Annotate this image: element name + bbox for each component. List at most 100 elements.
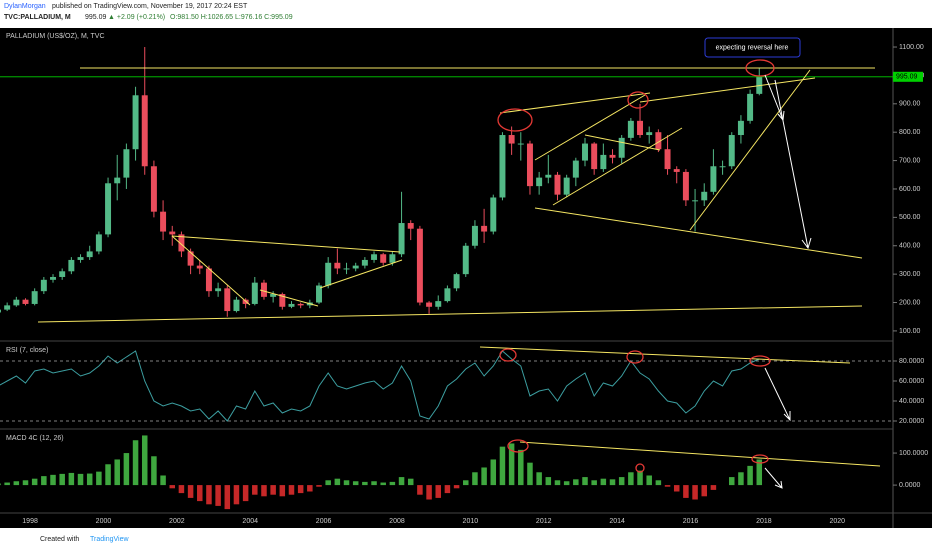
candle-body xyxy=(618,137,625,158)
candle-body xyxy=(105,183,112,235)
macd-bar xyxy=(545,477,552,486)
macd-bar xyxy=(316,485,322,487)
panel-title: MACD 4C (12, 26) xyxy=(6,435,64,442)
macd-bar xyxy=(453,485,460,489)
candle-body xyxy=(288,303,295,307)
macd-bar xyxy=(22,480,29,486)
candle-body xyxy=(627,120,634,138)
candle-body xyxy=(545,174,552,178)
candle-body xyxy=(435,301,442,307)
quote: 995.09 xyxy=(85,14,107,21)
candle-body xyxy=(215,288,222,292)
symbol: TVC:PALLADIUM, M xyxy=(4,14,71,21)
candle-body xyxy=(655,132,662,150)
x-tick-label: 2020 xyxy=(829,518,845,525)
x-tick-label: 2014 xyxy=(609,518,625,525)
macd-bar xyxy=(59,473,65,486)
candle-body xyxy=(490,197,497,232)
candle-body xyxy=(416,228,423,303)
macd-bar xyxy=(31,478,38,486)
macd-bar xyxy=(435,485,441,498)
candle-body xyxy=(728,135,735,167)
candle-body xyxy=(86,251,93,258)
macd-bar xyxy=(86,473,93,486)
macd-bar xyxy=(0,483,1,486)
macd-bar xyxy=(279,485,286,497)
candle-body xyxy=(4,305,11,310)
macd-bar xyxy=(609,479,616,486)
macd-bar xyxy=(123,453,130,486)
candle-body xyxy=(554,174,561,195)
candle-body xyxy=(224,288,231,312)
candle-body xyxy=(710,166,717,192)
candle-body xyxy=(132,95,139,150)
candle-body xyxy=(646,132,653,136)
macd-bar xyxy=(270,485,276,495)
macd-bar xyxy=(417,485,423,495)
macd-bar xyxy=(68,472,75,486)
macd-bar xyxy=(618,477,625,486)
marks: 1998 2000 2002 2004 2006 2008 2010 2012 2014 2016… xyxy=(0,33,928,525)
candle-body xyxy=(150,166,157,212)
candle-body xyxy=(13,299,20,306)
footer-brand[interactable]: TradingView xyxy=(90,536,129,543)
annotation: expecting reversal here xyxy=(716,44,789,51)
candle-body xyxy=(196,265,203,269)
ohlc: O:981.50 H:1026.65 L:976.16 C:995.09 xyxy=(170,14,293,21)
last-price-label: 995.09 xyxy=(896,74,918,81)
candle-body xyxy=(270,294,277,297)
macd-bar xyxy=(747,465,753,486)
candle-body xyxy=(664,149,671,170)
candle-body xyxy=(499,135,506,198)
candle-body xyxy=(343,268,350,270)
footer-created: Created with xyxy=(40,536,79,543)
y-tick-label: 80.0000 xyxy=(899,358,924,365)
candle-body xyxy=(371,254,378,260)
macd-bar xyxy=(242,485,249,502)
macd-bar xyxy=(444,485,451,494)
macd-bar xyxy=(673,485,680,492)
macd-bar xyxy=(362,481,368,486)
macd-bar xyxy=(499,446,506,486)
macd-bar xyxy=(426,485,432,500)
macd-bar xyxy=(160,475,166,486)
macd-bar xyxy=(114,459,120,486)
last-price-box xyxy=(893,71,923,82)
macd-bar xyxy=(141,435,148,486)
macd-bar xyxy=(334,478,341,486)
y-tick-label: 100.00 xyxy=(899,328,921,335)
macd-bar xyxy=(343,480,350,486)
candle-body xyxy=(572,160,579,178)
candle-body xyxy=(95,234,102,252)
macd-bar xyxy=(527,462,533,486)
panel-title: RSI (7, close) xyxy=(6,347,48,354)
candle-body xyxy=(361,259,368,266)
candle-body xyxy=(563,177,570,195)
macd-bar xyxy=(738,472,744,486)
macd-bar xyxy=(215,485,221,506)
y-tick-label: 60.0000 xyxy=(899,378,924,385)
annotation-box xyxy=(704,37,801,58)
candle-body xyxy=(747,93,754,121)
candle-body xyxy=(297,303,304,306)
header-bg xyxy=(0,0,932,28)
macd-bar xyxy=(233,485,240,505)
macd-bar xyxy=(380,482,386,486)
candle-body xyxy=(471,225,478,246)
candle-body xyxy=(205,268,212,292)
macd-bar xyxy=(13,481,20,486)
author[interactable]: DylanMorgan xyxy=(4,3,46,10)
candle-body xyxy=(637,120,644,136)
y-tick-label: 500.00 xyxy=(899,214,921,221)
candle-body xyxy=(453,274,460,289)
candle-body xyxy=(169,231,176,235)
candle-body xyxy=(600,154,607,170)
candle-body xyxy=(22,299,29,304)
macd-bar xyxy=(206,485,212,505)
macd-bar xyxy=(389,481,396,486)
y-tick-label: 20.0000 xyxy=(899,418,924,425)
candle-body xyxy=(123,149,130,178)
macd-bar xyxy=(655,480,662,486)
macd-bar xyxy=(683,485,689,498)
candle-body xyxy=(178,234,185,252)
